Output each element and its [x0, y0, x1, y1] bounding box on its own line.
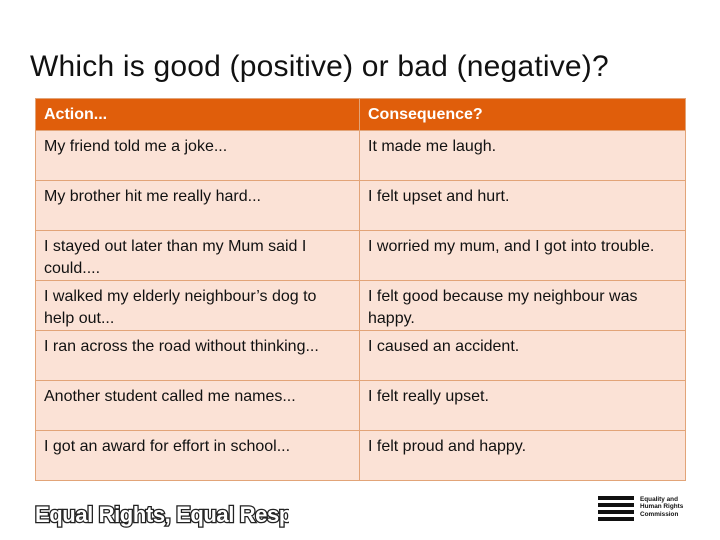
action-cell: I got an award for effort in school... — [35, 430, 360, 481]
action-cell: My brother hit me really hard... — [35, 180, 360, 231]
consequence-cell: I worried my mum, and I got into trouble… — [359, 230, 686, 281]
equal-rights-logo-graphic: Equal Rights, Equal Respect — [34, 501, 289, 528]
table-row: My friend told me a joke... It made me l… — [35, 130, 686, 181]
table-row: I got an award for effort in school... I… — [35, 430, 686, 481]
action-cell: Another student called me names... — [35, 380, 360, 431]
consequence-cell: I felt upset and hurt. — [359, 180, 686, 231]
action-cell: I stayed out later than my Mum said I co… — [35, 230, 360, 281]
action-cell: I walked my elderly neighbour’s dog to h… — [35, 280, 360, 331]
table-row: I ran across the road without thinking..… — [35, 330, 686, 381]
equal-rights-logo-text: Equal Rights, Equal Respect — [35, 502, 289, 527]
ehrc-logo: Equality and Human Rights Commission — [598, 496, 690, 526]
action-cell: I ran across the road without thinking..… — [35, 330, 360, 381]
header-consequence: Consequence? — [359, 98, 686, 131]
consequence-cell: I felt good because my neighbour was hap… — [359, 280, 686, 331]
action-consequence-table: Action... Consequence? My friend told me… — [35, 98, 686, 481]
consequence-cell: It made me laugh. — [359, 130, 686, 181]
ehrc-line-1: Equality and — [640, 496, 678, 503]
table-row: I walked my elderly neighbour’s dog to h… — [35, 280, 686, 331]
ehrc-logo-text: Equality and Human Rights Commission — [640, 496, 683, 518]
action-cell: My friend told me a joke... — [35, 130, 360, 181]
header-action: Action... — [35, 98, 360, 131]
table-row: I stayed out later than my Mum said I co… — [35, 230, 686, 281]
table-header-row: Action... Consequence? — [35, 98, 686, 131]
table-row: Another student called me names... I fel… — [35, 380, 686, 431]
consequence-cell: I caused an accident. — [359, 330, 686, 381]
consequence-cell: I felt really upset. — [359, 380, 686, 431]
table-row: My brother hit me really hard... I felt … — [35, 180, 686, 231]
ehrc-line-3: Commission — [640, 510, 679, 518]
slide-title: Which is good (positive) or bad (negativ… — [30, 50, 609, 83]
ehrc-line-2: Human Rights — [640, 503, 684, 511]
consequence-cell: I felt proud and happy. — [359, 430, 686, 481]
ehrc-bars-icon — [598, 496, 634, 522]
equal-rights-logo: Equal Rights, Equal Respect — [33, 498, 289, 528]
